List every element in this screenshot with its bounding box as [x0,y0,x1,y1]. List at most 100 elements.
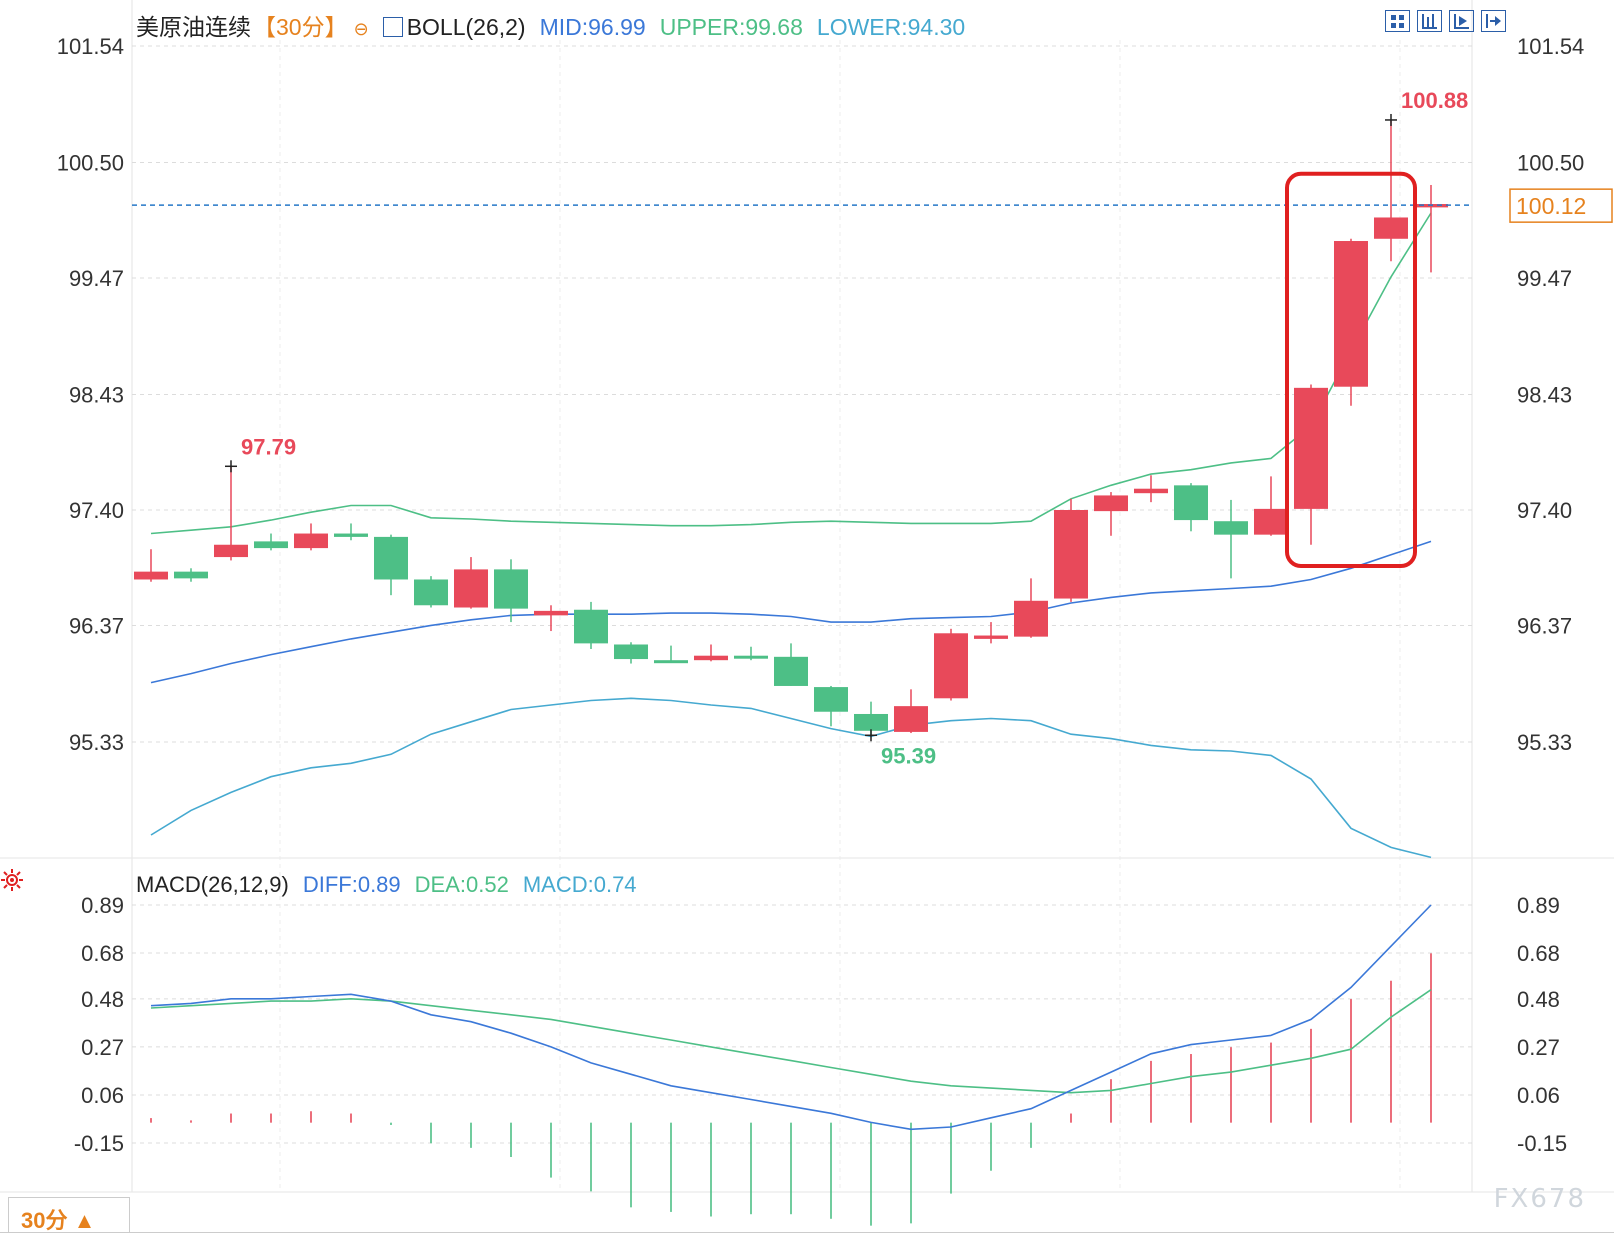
macd-tick-label-right: 0.27 [1517,1035,1560,1060]
grid-lines [0,0,1614,1193]
watermark: FX678 [1493,1184,1586,1214]
high-price-label: 100.88 [1401,88,1468,113]
highlight-box [1285,171,1417,569]
candle-up [134,571,168,580]
candle-up [1294,387,1328,509]
candle-up [1334,241,1368,387]
period-tag[interactable]: 【30分】 [253,14,348,40]
candle-up [934,633,968,699]
last-price-label: 100.12 [1516,193,1586,219]
boll-lower-label: LOWER:94.30 [816,14,966,40]
candle-up [1094,495,1128,512]
candle-up [454,569,488,608]
settings-gear-icon[interactable] [0,868,24,892]
boll-mid-label: MID:96.99 [539,14,646,40]
axis-labels: 101.54 101.54 100.50 100.50 99.47 99.47 98.43 9… [57,34,1585,1156]
price-tick-label-left: 99.47 [69,266,124,291]
price-tick-label-left: 97.40 [69,498,124,523]
macd-value-label: MACD:0.74 [522,872,637,897]
toggle-icon[interactable]: ⊖ [353,19,369,39]
candle-up [1054,510,1088,599]
indicator-chart-icon[interactable] [382,17,403,37]
price-tick-label-right: 97.40 [1517,498,1572,523]
candle-down [774,656,808,686]
macd-tick-label-right: -0.15 [1517,1131,1567,1156]
candle-down [1214,521,1248,535]
candle-down [614,644,648,660]
macd-tick-label-left: 0.06 [81,1083,124,1108]
macd-tick-label-left: 0.68 [81,941,124,966]
candle-up [694,655,728,661]
candle-up [294,533,328,549]
price-tick-label-right: 100.50 [1517,151,1584,176]
candles [134,119,1448,736]
candle-up [894,706,928,732]
low-price-label: 95.39 [881,743,936,768]
macd-tick-label-right: 0.68 [1517,941,1560,966]
macd-tick-label-right: 0.48 [1517,987,1560,1012]
candle-down [734,655,768,659]
candle-down [854,713,888,731]
price-tick-label-left: 100.50 [57,151,124,176]
macd-lines [150,904,1432,1131]
price-tick-label-right: 99.47 [1517,266,1572,291]
candle-up [974,635,1008,639]
macd-indicator-name[interactable]: MACD(26,12,9) [136,872,289,897]
instrument-title: 美原油连续 [136,14,251,40]
period-selector-button[interactable]: 30分 ▲ [8,1197,130,1233]
candle-up [1374,217,1408,239]
macd-header: MACD(26,12,9) DIFF:0.89 DEA:0.52 MACD:0.74 [136,872,651,898]
candle-down [1174,485,1208,521]
candle-up [214,544,248,558]
candle-down [174,571,208,579]
bottom-divider [0,1232,1614,1233]
candle-down [654,660,688,664]
macd-tick-label-left: 0.48 [81,987,124,1012]
boll-indicator-name[interactable]: BOLL(26,2) [406,14,526,40]
boll-mid-line [150,540,1432,684]
price-tick-label-right: 95.33 [1517,730,1572,755]
step-forward-icon[interactable] [1449,10,1474,32]
macd-dea-label: DEA:0.52 [414,872,509,897]
bars-icon[interactable] [1417,10,1442,32]
macd-diff-label: DIFF:0.89 [302,872,401,897]
macd-histogram [150,953,1432,1226]
candle-down [414,579,448,606]
annotations: 100.12 97.79 95.39 100.88 [132,88,1613,768]
price-tick-label-left: 101.54 [57,34,124,59]
price-tick-label-left: 95.33 [69,730,124,755]
jump-end-icon[interactable] [1481,10,1506,32]
macd-tick-label-left: 0.27 [81,1035,124,1060]
boll-lines [150,212,1432,859]
high-price-label: 97.79 [241,434,296,459]
zoom-grid-icon[interactable] [1385,10,1410,32]
price-tick-label-right: 96.37 [1517,613,1572,638]
candle-down [374,536,408,580]
period-label: 30分 ▲ [21,1208,96,1233]
diff-line [150,904,1432,1131]
price-tick-label-left: 96.37 [69,613,124,638]
candle-up [1254,508,1288,535]
macd-tick-label-left: 0.89 [81,893,124,918]
dea-line [150,989,1432,1094]
boll-upper-line [150,212,1432,535]
macd-tick-label-left: -0.15 [74,1131,124,1156]
boll-upper-label: UPPER:99.68 [659,14,803,40]
candle-down [814,687,848,712]
candle-up [1014,600,1048,637]
boll-lower-line [150,697,1432,859]
candle-down [254,541,288,549]
candle-down [574,609,608,644]
macd-tick-label-right: 0.89 [1517,893,1560,918]
price-tick-label-right: 98.43 [1517,383,1572,408]
candle-up [534,610,568,616]
candle-up [1134,488,1168,494]
candle-down [494,569,528,609]
chart-header: 美原油连续【30分】 ⊖ BOLL(26,2) MID:96.99 UPPER:99.6… [136,8,979,42]
macd-tick-label-right: 0.06 [1517,1083,1560,1108]
price-tick-label-left: 98.43 [69,383,124,408]
price-tick-label-right: 101.54 [1517,34,1584,59]
last-price-box [1509,188,1613,223]
candle-down [334,533,368,537]
